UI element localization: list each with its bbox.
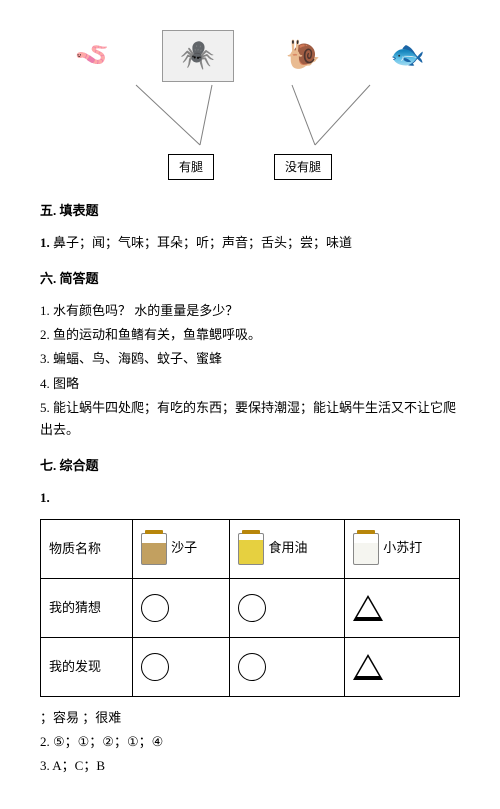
- circle-icon: [141, 594, 169, 622]
- jar-icon: [353, 533, 379, 565]
- s6-item: 3. 蝙蝠、鸟、海鸥、蚊子、蜜蜂: [40, 348, 460, 370]
- table-header-row: 物质名称 沙子 食用油 小苏打: [41, 520, 460, 579]
- cell: [345, 579, 460, 638]
- col-label: 食用油: [268, 540, 307, 555]
- th-oil: 食用油: [230, 520, 345, 579]
- s5-q1-text: 鼻子；闻；气味；耳朵；听；声音；舌头；尝；味道: [53, 235, 352, 250]
- th-soda: 小苏打: [345, 520, 460, 579]
- classification-diagram: 🪱 🕷️ 🐌 🐟 有腿 没有腿: [40, 30, 460, 180]
- label-has-legs: 有腿: [168, 154, 214, 180]
- s7-q1-num: 1.: [40, 487, 460, 509]
- col-label: 沙子: [171, 540, 197, 555]
- cell: [230, 579, 345, 638]
- cell: [133, 638, 230, 697]
- row-label: 我的猜想: [41, 579, 133, 638]
- s7-q2: 2. ⑤；①；②；①；④: [40, 731, 460, 753]
- table-row-guess: 我的猜想: [41, 579, 460, 638]
- table-row-find: 我的发现: [41, 638, 460, 697]
- section7-heading: 七. 综合题: [40, 455, 460, 477]
- label-row: 有腿 没有腿: [40, 154, 460, 180]
- s6-item: 2. 鱼的运动和鱼鳍有关，鱼靠鳃呼吸。: [40, 324, 460, 346]
- th-name: 物质名称: [41, 520, 133, 579]
- col-label: 小苏打: [383, 540, 422, 555]
- th-sand: 沙子: [133, 520, 230, 579]
- section5-heading: 五. 填表题: [40, 200, 460, 222]
- triangle-icon: [353, 595, 383, 621]
- row-label: 我的发现: [41, 638, 133, 697]
- s5-q1: 1. 鼻子；闻；气味；耳朵；听；声音；舌头；尝；味道: [40, 232, 460, 254]
- s7-q3: 3. A；C；B: [40, 755, 460, 777]
- circle-icon: [238, 594, 266, 622]
- cell: [230, 638, 345, 697]
- label-no-legs: 没有腿: [274, 154, 332, 180]
- s6-item: 1. 水有颜色吗？ 水的重量是多少？: [40, 300, 460, 322]
- jar-icon: [238, 533, 264, 565]
- circle-icon: [238, 653, 266, 681]
- s7-legend: ；容易 ；很难: [40, 707, 460, 729]
- s6-item: 5. 能让蜗牛四处爬；有吃的东西；要保持潮湿；能让蜗牛生活又不让它爬出去。: [40, 397, 460, 441]
- s6-item: 4. 图略: [40, 373, 460, 395]
- cell: [345, 638, 460, 697]
- triangle-icon: [353, 654, 383, 680]
- s5-q1-num: 1.: [40, 235, 50, 250]
- section6-heading: 六. 简答题: [40, 268, 460, 290]
- cell: [133, 579, 230, 638]
- circle-icon: [141, 653, 169, 681]
- jar-icon: [141, 533, 167, 565]
- substance-table: 物质名称 沙子 食用油 小苏打 我的猜想 我的发现: [40, 519, 460, 697]
